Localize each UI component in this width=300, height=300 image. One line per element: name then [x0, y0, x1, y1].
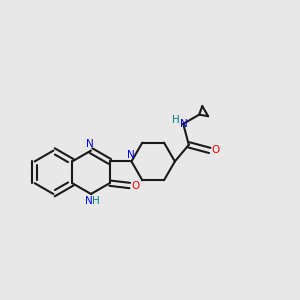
Text: N: N	[86, 140, 94, 149]
Text: O: O	[131, 181, 140, 190]
Text: N: N	[127, 151, 135, 160]
Text: H: H	[172, 115, 180, 125]
Text: N: N	[85, 196, 93, 206]
Text: O: O	[211, 146, 220, 155]
Text: N: N	[180, 118, 188, 129]
Text: H: H	[92, 196, 100, 206]
